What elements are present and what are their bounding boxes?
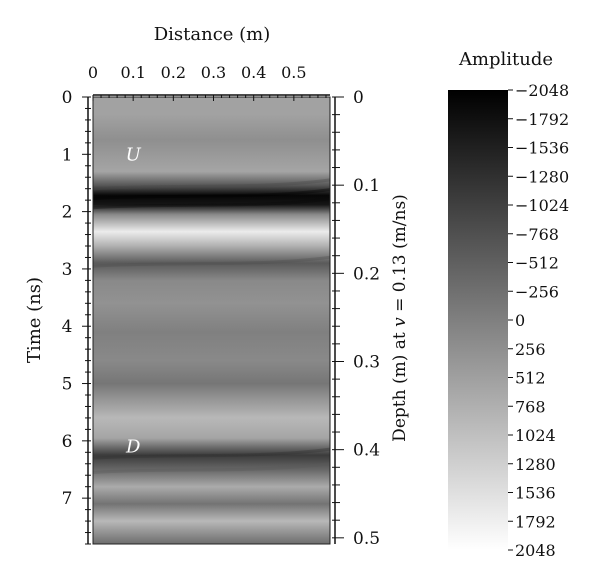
top-axis-tick-label: 0.5 (281, 63, 306, 82)
band-texture-3 (92, 178, 331, 191)
left-axis-tick-label: 5 (62, 375, 73, 395)
colorbar-tick-label: −256 (515, 282, 559, 301)
colorbar-tick-label: 2048 (515, 541, 556, 560)
top-axis-tick-label: 0.3 (201, 63, 226, 82)
top-axis-tick-label: 0 (88, 63, 98, 82)
annotation-label: D (125, 437, 141, 458)
right-axis-title-prefix: Depth (m) at (390, 327, 410, 442)
top-axis-title: Distance (m) (154, 24, 271, 45)
band-texture-4 (92, 188, 331, 201)
left-axis: 0 1 2 3 4 5 6 7 (62, 88, 91, 545)
colorbar-tick-label: 1280 (515, 455, 556, 474)
colorbar-tick-label: 1536 (515, 484, 556, 503)
colorbar-tick-label: 0 (515, 311, 525, 330)
right-axis-tick-label: 0.4 (353, 441, 380, 461)
band-texture-5 (92, 197, 331, 210)
band-texture-19 (92, 462, 331, 474)
right-axis-title-suffix: = 0.13 (m/ns) (390, 194, 410, 317)
right-axis: 0 0.1 0.2 0.3 0.4 0.5 (332, 88, 380, 549)
left-axis-tick-label: 2 (62, 203, 73, 223)
colorbar (448, 90, 508, 550)
colorbar-tick-label: 768 (515, 397, 546, 416)
right-axis-title-var: v (390, 317, 410, 327)
annotation-label: U (126, 144, 142, 165)
right-axis-tick-label: 0.1 (353, 176, 380, 196)
colorbar-tick-label: −1280 (515, 167, 569, 186)
radargram-bands (92, 178, 331, 474)
right-axis-tick-label: 0.2 (353, 264, 380, 284)
left-axis-title: Time (ns) (24, 277, 45, 363)
left-axis-tick-label: 1 (62, 145, 73, 165)
top-axis-tick-label: 0.1 (120, 63, 145, 82)
colorbar-tick-label: −1792 (515, 110, 569, 129)
annotations: UD (125, 144, 142, 457)
colorbar-tick-label: 1024 (515, 426, 556, 445)
left-axis-tick-label: 3 (62, 260, 73, 280)
right-axis-tick-label: 0.3 (353, 352, 380, 372)
left-axis-tick-label: 6 (62, 432, 73, 452)
colorbar-tick-label: 256 (515, 340, 546, 359)
band-texture-18 (92, 447, 331, 460)
colorbar-tick-label: −1024 (515, 196, 569, 215)
colorbar-tick-label: −768 (515, 225, 559, 244)
colorbar-tick-label: −512 (515, 254, 559, 273)
colorbar-tick-label: −2048 (515, 81, 569, 100)
colorbar-tick-label: 1792 (515, 512, 556, 531)
right-axis-tick-label: 0.5 (353, 529, 380, 549)
left-axis-tick-label: 7 (62, 489, 73, 509)
top-axis-tick-label: 0.2 (161, 63, 186, 82)
colorbar-tick-label: −1536 (515, 139, 569, 158)
top-axis: 0 0.1 0.2 0.3 0.4 0.5 (88, 63, 330, 101)
left-axis-tick-label: 4 (62, 317, 73, 337)
colorbar-title: Amplitude (458, 49, 553, 70)
plot-frame (92, 96, 331, 545)
right-axis-title: Depth (m) at v = 0.13 (m/ns) (390, 194, 410, 442)
radargram-image (93, 97, 330, 544)
band-texture-9 (92, 255, 331, 268)
top-axis-tick-label: 0.4 (241, 63, 266, 82)
right-axis-tick-label: 0 (353, 88, 364, 108)
colorbar-ticks: −2048 −1792 −1536 −1280 −1024 −768 −512 −256 0 25… (508, 81, 569, 560)
left-axis-tick-label: 0 (62, 88, 73, 108)
colorbar-tick-label: 512 (515, 369, 546, 388)
